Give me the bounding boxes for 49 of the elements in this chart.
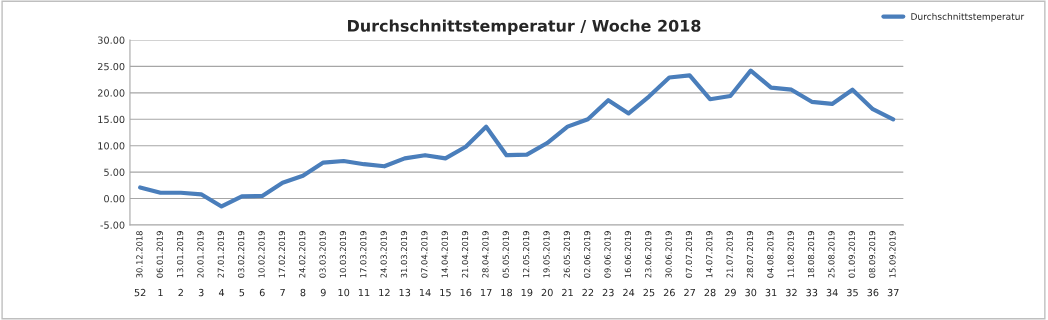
category-label: 11.08.2019 32	[785, 231, 797, 297]
y-tick-label: 5.00	[104, 168, 125, 176]
y-tick-label: 25.00	[97, 62, 125, 71]
category-label: 26.05.2019 21	[562, 231, 573, 297]
category-label: 28.07.2019 30	[745, 231, 757, 297]
category-label: 14.04.2019 15	[440, 231, 451, 297]
category-label: 01.09.2019 35	[847, 231, 858, 297]
y-tick-label: 10.00	[98, 142, 125, 150]
category-label: 07.04.2019 14	[419, 231, 431, 297]
category-label: 27.01.2019 4	[217, 231, 225, 297]
category-label: 25.08.2019 34	[826, 231, 838, 297]
y-tick-label: 15.00	[98, 115, 125, 124]
y-tick-label: 20.00	[97, 89, 125, 97]
legend-label: Durchschnittstemperatur	[911, 12, 1025, 22]
category-label: 14.07.2019 28	[704, 231, 716, 297]
category-label: 17.02.2019 7	[278, 231, 286, 297]
category-label: 08.09.2019 36	[867, 231, 879, 297]
category-label: 04.08.2019 31	[765, 231, 777, 297]
category-label: 06.01.2019 1	[156, 231, 163, 297]
category-label: 19.05.2019 20	[541, 231, 553, 297]
category-label: 21.07.2019 29	[724, 231, 736, 297]
category-label: 10.03.2019 10	[338, 231, 350, 297]
category-label: 23.06.2019 25	[643, 231, 655, 297]
category-label: 20.01.2019 3	[197, 231, 204, 297]
y-tick-label: 0.00	[104, 195, 125, 203]
category-label: 07.07.2019 27	[684, 231, 696, 297]
category-label: 18.08.2019 33	[806, 231, 818, 297]
category-label: 30.06.2019 26	[663, 231, 675, 297]
category-label: 15.09.2019 37	[887, 231, 899, 297]
category-label: 05.05.2019 18	[501, 231, 513, 297]
category-label: 12.05.2019 19	[521, 231, 533, 297]
category-label: 28.04.2019 17	[481, 231, 492, 297]
category-label: 24.03.2019 12	[379, 231, 390, 297]
category-label: 17.03.2019 11	[358, 231, 370, 297]
category-label: 03.03.2019 9	[319, 231, 326, 297]
category-label: 02.06.2019 22	[582, 231, 594, 297]
category-label: 16.06.2019 24	[623, 231, 635, 297]
category-label: 30.12.2018 52	[134, 231, 146, 297]
category-label: 21.04.2019 16	[460, 231, 472, 297]
category-label: 24.02.2019 8	[299, 231, 306, 297]
category-label: 31.03.2019 13	[399, 231, 411, 297]
chart-title: Durchschnittstemperatur / Woche 2018	[348, 19, 701, 35]
y-tick-label: 30.00	[98, 36, 125, 44]
category-label: 03.02.2019 5	[238, 231, 245, 297]
y-tick-label: -5.00	[100, 221, 125, 229]
category-label: 13.01.2019 2	[176, 231, 184, 297]
category-label: 10.02.2019 6	[258, 231, 265, 297]
category-label: 09.06.2019 23	[602, 231, 614, 297]
line-series	[138, 68, 896, 209]
